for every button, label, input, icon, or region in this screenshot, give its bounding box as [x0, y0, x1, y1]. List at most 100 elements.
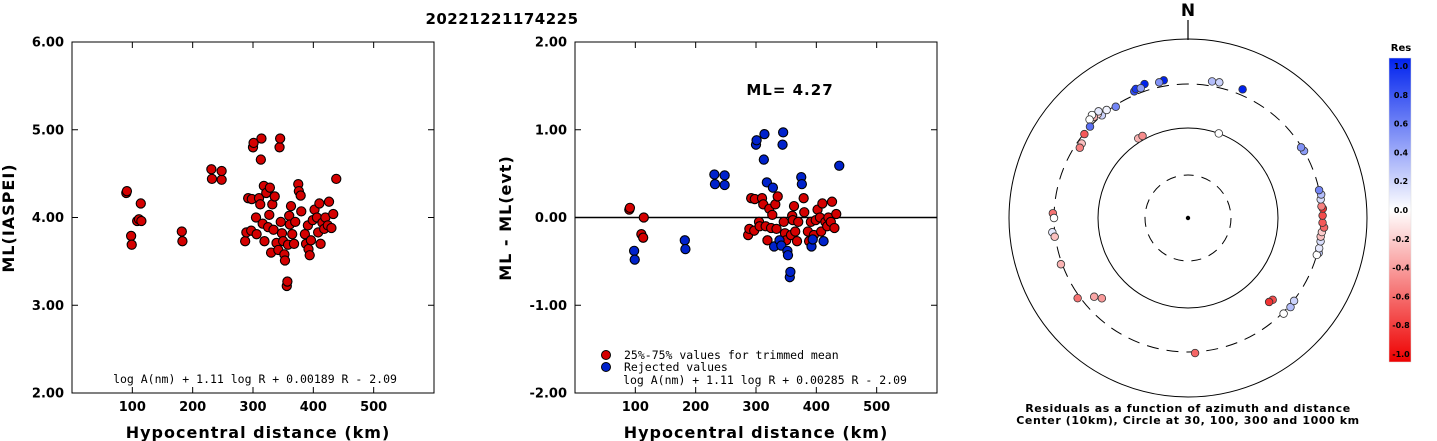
data-point — [176, 226, 187, 237]
colorbar: Res 1.0 0.8 0.6 0.4 0.2 0.0 -0.2 -0.4 -0.6 -0.8 -1… — [1388, 43, 1412, 363]
caption-line-1: Residuals as a function of azimuth and d… — [1025, 402, 1351, 415]
y-tick-label: 2.00 — [535, 36, 567, 51]
data-point — [785, 266, 796, 278]
data-point — [772, 191, 783, 202]
colorbar-tick-label: -0.2 — [1392, 235, 1410, 244]
data-point — [287, 229, 298, 240]
data-point — [798, 193, 809, 204]
ml-x-axis-label: Hypocentral distance (km) — [126, 423, 391, 441]
data-point — [177, 236, 188, 247]
data-point — [264, 209, 275, 221]
colorbar-tick-label: -0.8 — [1392, 321, 1410, 330]
data-point — [326, 222, 337, 234]
data-point — [275, 216, 286, 228]
data-point — [279, 255, 291, 266]
data-point — [216, 174, 227, 185]
ml-value-label: ML= 4.27 — [746, 81, 833, 99]
data-point — [638, 212, 649, 223]
legend: 25%-75% values for trimmed mean Rejected… — [601, 348, 839, 374]
chart-title: 20221221174225 — [425, 10, 578, 28]
residual-panel: 100 200 300 400 500 -2.00 -1.00 0.00 1.00 2.00 M… — [496, 36, 938, 441]
data-point — [256, 133, 267, 144]
ml-points — [121, 133, 342, 292]
data-point — [216, 165, 227, 177]
x-tick-label: 500 — [863, 400, 890, 415]
station-point — [1138, 131, 1147, 141]
colorbar-tick-label: 0.8 — [1394, 91, 1409, 100]
y-tick-label: 1.00 — [535, 123, 567, 138]
y-tick-label: -2.00 — [530, 387, 567, 402]
data-point — [758, 154, 769, 165]
colorbar-gradient — [1388, 57, 1412, 363]
data-point — [240, 236, 251, 247]
data-point — [259, 236, 270, 247]
station-point — [1154, 78, 1164, 87]
colorbar-title: Res — [1391, 43, 1411, 54]
data-point — [126, 239, 137, 250]
data-point — [829, 222, 840, 234]
station-point — [1097, 294, 1107, 303]
station-point — [1073, 293, 1082, 303]
caption-line-2: Center (10km), Circle at 30, 100, 300 an… — [1016, 414, 1360, 427]
station-point — [1296, 143, 1306, 152]
data-point — [629, 254, 640, 265]
data-point — [777, 139, 788, 150]
y-tick-label: 4.00 — [32, 211, 64, 226]
azimuth-panel: N Residuals as a function of azimuth and… — [1008, 1, 1368, 427]
data-point — [285, 200, 297, 212]
data-point — [135, 198, 146, 209]
colorbar-tick-label: -1.0 — [1392, 350, 1410, 359]
data-point — [331, 173, 342, 185]
data-point — [315, 238, 326, 249]
station-point — [1318, 218, 1327, 227]
x-tick-label: 200 — [179, 400, 206, 415]
data-point — [807, 234, 818, 245]
x-tick-label: 100 — [622, 400, 649, 415]
residual-y-axis-label: ML - ML(evt) — [496, 155, 515, 281]
station-point — [1102, 105, 1111, 115]
data-point — [125, 230, 137, 242]
ml-y-axis-label: ML(IASPEI) — [0, 163, 18, 272]
y-tick-label: 6.00 — [32, 36, 64, 51]
station-point — [1085, 115, 1094, 124]
colorbar-tick-label: 0.0 — [1394, 206, 1409, 215]
station-point — [1214, 129, 1223, 138]
data-point — [304, 250, 315, 261]
station-point — [1314, 185, 1324, 195]
y-tick-label: 2.00 — [32, 387, 64, 402]
station-point — [1080, 129, 1089, 139]
data-point — [206, 164, 217, 175]
data-point — [788, 200, 800, 212]
station-point — [1279, 309, 1288, 318]
residual-y-ticks: -2.00 -1.00 0.00 1.00 2.00 — [530, 36, 937, 402]
ml-formula: log A(nm) + 1.11 log R + 0.00189 R - 2.0… — [113, 372, 397, 386]
x-tick-label: 300 — [742, 400, 769, 415]
data-point — [288, 238, 300, 249]
colorbar-tick-label: -0.6 — [1392, 292, 1410, 301]
x-tick-label: 100 — [119, 400, 146, 415]
ml-y-ticks: 2.00 3.00 4.00 5.00 6.00 — [32, 36, 434, 402]
colorbar-tick-label: 1.0 — [1394, 62, 1409, 71]
station-point — [1317, 202, 1326, 211]
circle-1000km — [1008, 38, 1368, 398]
y-tick-label: 3.00 — [32, 299, 64, 314]
data-point — [638, 232, 649, 243]
ml-panel: 100 200 300 400 500 2.00 3.00 4.00 5.00 6.00 log… — [0, 36, 435, 441]
data-point — [679, 235, 690, 246]
data-point — [314, 198, 325, 209]
station-point — [1314, 244, 1324, 253]
x-tick-label: 400 — [803, 400, 830, 415]
data-point — [274, 142, 285, 153]
station-point — [1238, 85, 1247, 94]
station-point — [1050, 232, 1059, 241]
legend-marker-rejected — [601, 362, 611, 372]
data-point — [762, 235, 773, 246]
station-point — [1215, 78, 1224, 87]
data-point — [328, 208, 339, 220]
data-point — [817, 198, 828, 209]
data-point — [796, 179, 808, 190]
data-point — [767, 182, 779, 193]
data-point — [269, 191, 280, 202]
data-point — [248, 137, 259, 149]
